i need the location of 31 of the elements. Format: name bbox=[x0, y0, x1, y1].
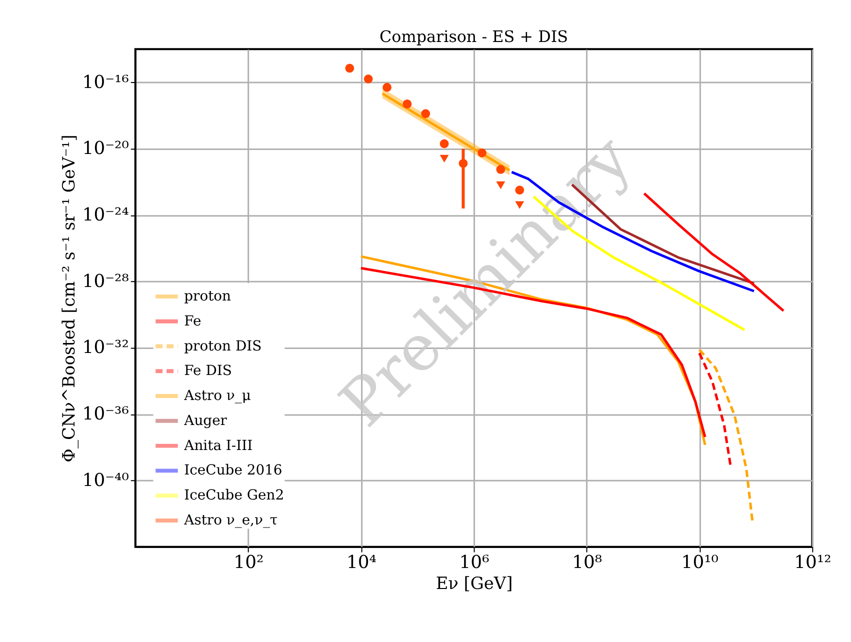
legend-label: Astro ν_μ bbox=[183, 388, 251, 404]
legend-label: Fe DIS bbox=[184, 363, 232, 380]
legend-label: Fe bbox=[184, 313, 202, 330]
y-tick-label: 10⁻²⁰ bbox=[82, 138, 129, 160]
point bbox=[345, 64, 354, 73]
chart-title: Comparison - ES + DIS bbox=[380, 27, 568, 46]
x-tick-label: 10² bbox=[234, 552, 264, 574]
x-tick-label: 10¹² bbox=[794, 552, 832, 574]
x-tick-label: 10¹⁰ bbox=[681, 552, 718, 574]
x-tick-label: 10⁸ bbox=[572, 552, 602, 574]
legend-label: proton DIS bbox=[184, 338, 262, 354]
y-tick-label: 10⁻³⁶ bbox=[82, 404, 129, 425]
y-tick-label: 10⁻²⁸ bbox=[82, 270, 129, 292]
x-axis-title: Eν [GeV] bbox=[436, 573, 513, 594]
legend-label: Auger bbox=[183, 412, 228, 429]
legend-label: Astro ν_e,ν_τ bbox=[183, 512, 278, 528]
y-tick-label: 10⁻⁴⁰ bbox=[82, 470, 129, 491]
point bbox=[364, 74, 373, 84]
y-tick-label: 10⁻²⁴ bbox=[82, 204, 129, 226]
legend-label: IceCube 2016 bbox=[184, 462, 282, 479]
legend-label: Anita I-III bbox=[183, 438, 253, 454]
legend-label: proton bbox=[184, 288, 232, 304]
x-tick-label: 10⁴ bbox=[346, 552, 376, 574]
point bbox=[421, 109, 430, 118]
y-tick-label: 10⁻¹⁶ bbox=[82, 72, 129, 93]
y-axis-title: Φ_CNν^Boosted [cm⁻² s⁻¹ sr⁻¹ GeV⁻¹] bbox=[58, 134, 78, 462]
legend-label: IceCube Gen2 bbox=[184, 488, 284, 504]
point bbox=[382, 82, 392, 92]
point bbox=[402, 99, 412, 108]
x-tick-label: 10⁶ bbox=[459, 552, 490, 574]
y-tick-label: 10⁻³² bbox=[82, 337, 129, 358]
